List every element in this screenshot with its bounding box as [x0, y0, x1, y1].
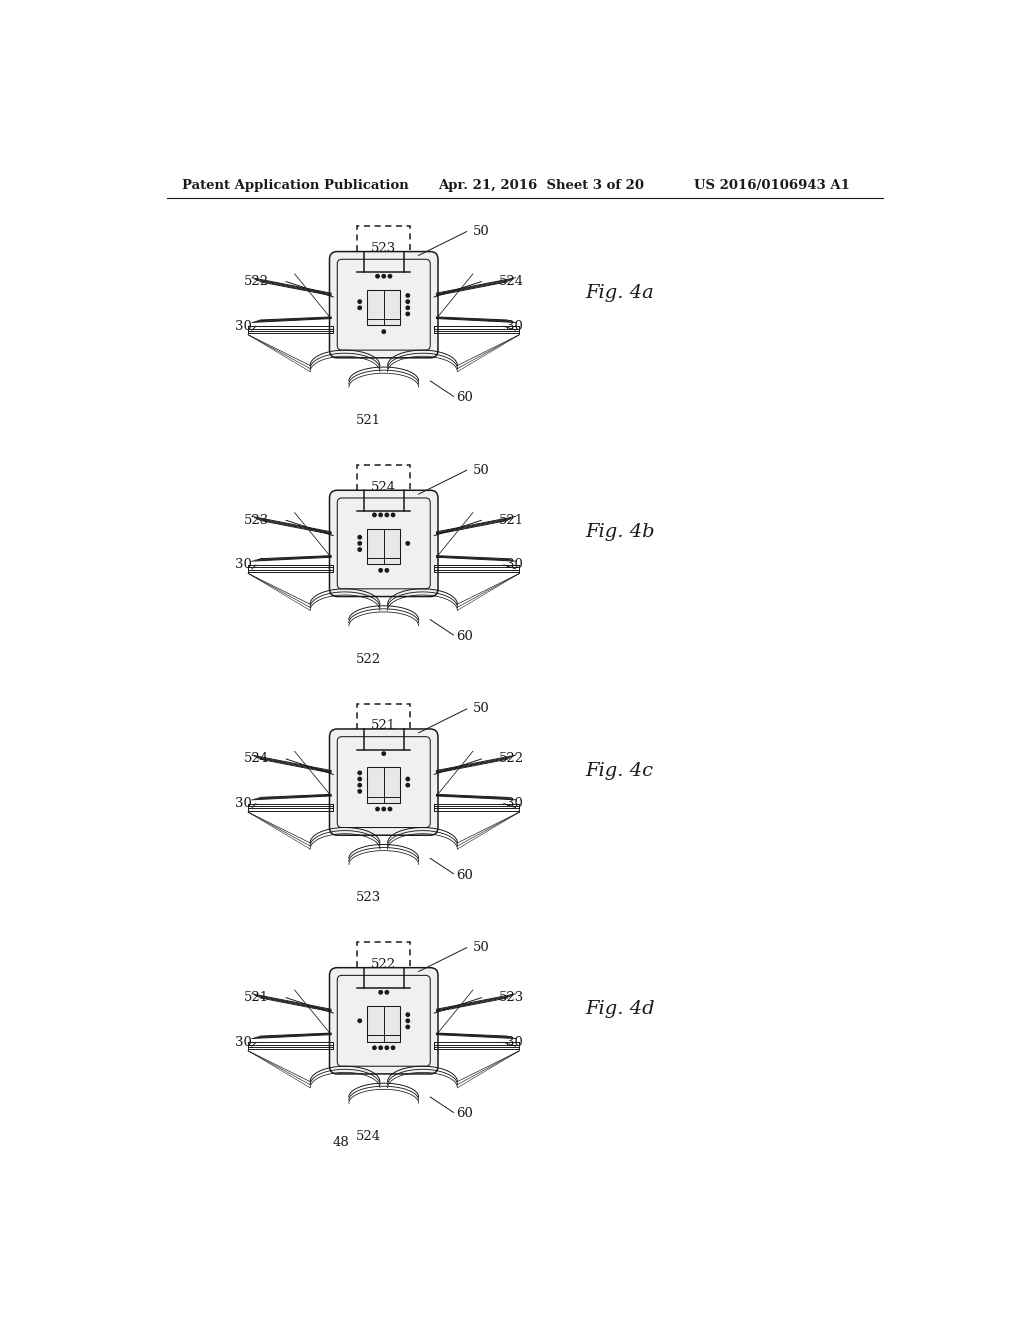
Text: 522: 522	[244, 275, 269, 288]
Text: Fig. 4b: Fig. 4b	[586, 523, 655, 541]
Circle shape	[358, 300, 361, 304]
Text: 521: 521	[355, 414, 381, 428]
Circle shape	[385, 513, 388, 516]
Text: 522: 522	[371, 958, 396, 972]
Text: Fig. 4d: Fig. 4d	[586, 1001, 655, 1018]
Text: 522: 522	[499, 752, 523, 766]
Circle shape	[379, 990, 382, 994]
Text: 48: 48	[333, 1135, 349, 1148]
Text: 50: 50	[473, 941, 489, 954]
Text: 50: 50	[473, 224, 489, 238]
Text: 523: 523	[355, 891, 381, 904]
Circle shape	[407, 306, 410, 309]
Circle shape	[358, 548, 361, 552]
Circle shape	[407, 784, 410, 787]
Circle shape	[407, 300, 410, 304]
Text: 521: 521	[499, 513, 523, 527]
Circle shape	[376, 808, 379, 810]
Circle shape	[382, 808, 385, 810]
FancyBboxPatch shape	[330, 968, 438, 1074]
Text: 50: 50	[473, 463, 489, 477]
Circle shape	[373, 513, 376, 516]
Circle shape	[391, 513, 395, 516]
Text: 30: 30	[236, 1036, 252, 1049]
Circle shape	[358, 771, 361, 775]
Bar	[357, 226, 410, 272]
Text: 524: 524	[355, 1130, 381, 1143]
Bar	[368, 290, 400, 326]
Circle shape	[358, 541, 361, 545]
Bar	[357, 704, 410, 750]
Text: 30: 30	[506, 1036, 523, 1049]
Circle shape	[407, 313, 410, 315]
Text: 60: 60	[456, 391, 473, 404]
Text: 30: 30	[506, 558, 523, 572]
Text: 30: 30	[506, 319, 523, 333]
Text: US 2016/0106943 A1: US 2016/0106943 A1	[693, 178, 850, 191]
Circle shape	[385, 1045, 388, 1049]
Text: 523: 523	[371, 242, 396, 255]
Circle shape	[373, 1045, 376, 1049]
Text: 522: 522	[355, 653, 381, 665]
Circle shape	[407, 294, 410, 297]
Bar	[357, 465, 410, 511]
Circle shape	[407, 777, 410, 780]
Bar	[368, 767, 400, 803]
Bar	[368, 529, 400, 564]
Circle shape	[379, 1045, 382, 1049]
Text: 30: 30	[236, 558, 252, 572]
Circle shape	[388, 275, 391, 279]
Bar	[357, 942, 410, 989]
Text: 521: 521	[371, 719, 396, 733]
Circle shape	[358, 784, 361, 787]
Text: 60: 60	[456, 869, 473, 882]
Text: Fig. 4a: Fig. 4a	[586, 284, 654, 302]
Text: 524: 524	[244, 752, 269, 766]
Bar	[368, 1006, 400, 1041]
Circle shape	[407, 541, 410, 545]
Text: 30: 30	[236, 797, 252, 810]
Text: 524: 524	[371, 480, 396, 494]
Circle shape	[358, 306, 361, 309]
Text: 523: 523	[244, 513, 269, 527]
Text: Apr. 21, 2016  Sheet 3 of 20: Apr. 21, 2016 Sheet 3 of 20	[438, 178, 644, 191]
Circle shape	[358, 1019, 361, 1023]
Text: 50: 50	[473, 702, 489, 715]
FancyBboxPatch shape	[330, 729, 438, 836]
Circle shape	[382, 330, 385, 334]
FancyBboxPatch shape	[330, 252, 438, 358]
Text: 60: 60	[456, 630, 473, 643]
Text: 524: 524	[499, 275, 523, 288]
Circle shape	[388, 808, 391, 810]
Text: Patent Application Publication: Patent Application Publication	[182, 178, 409, 191]
Circle shape	[407, 1026, 410, 1028]
Circle shape	[379, 569, 382, 572]
Text: 60: 60	[456, 1107, 473, 1121]
Text: 523: 523	[499, 991, 523, 1005]
Circle shape	[382, 275, 385, 279]
Circle shape	[391, 1045, 395, 1049]
Circle shape	[358, 777, 361, 780]
Text: Fig. 4c: Fig. 4c	[586, 762, 653, 780]
Circle shape	[382, 752, 385, 755]
FancyBboxPatch shape	[330, 490, 438, 597]
Circle shape	[385, 569, 388, 572]
Circle shape	[407, 1019, 410, 1023]
Circle shape	[358, 536, 361, 539]
Circle shape	[376, 275, 379, 279]
Text: 30: 30	[236, 319, 252, 333]
Circle shape	[407, 1012, 410, 1016]
Circle shape	[358, 789, 361, 793]
Text: 30: 30	[506, 797, 523, 810]
Text: 521: 521	[244, 991, 269, 1005]
Circle shape	[385, 990, 388, 994]
Circle shape	[379, 513, 382, 516]
